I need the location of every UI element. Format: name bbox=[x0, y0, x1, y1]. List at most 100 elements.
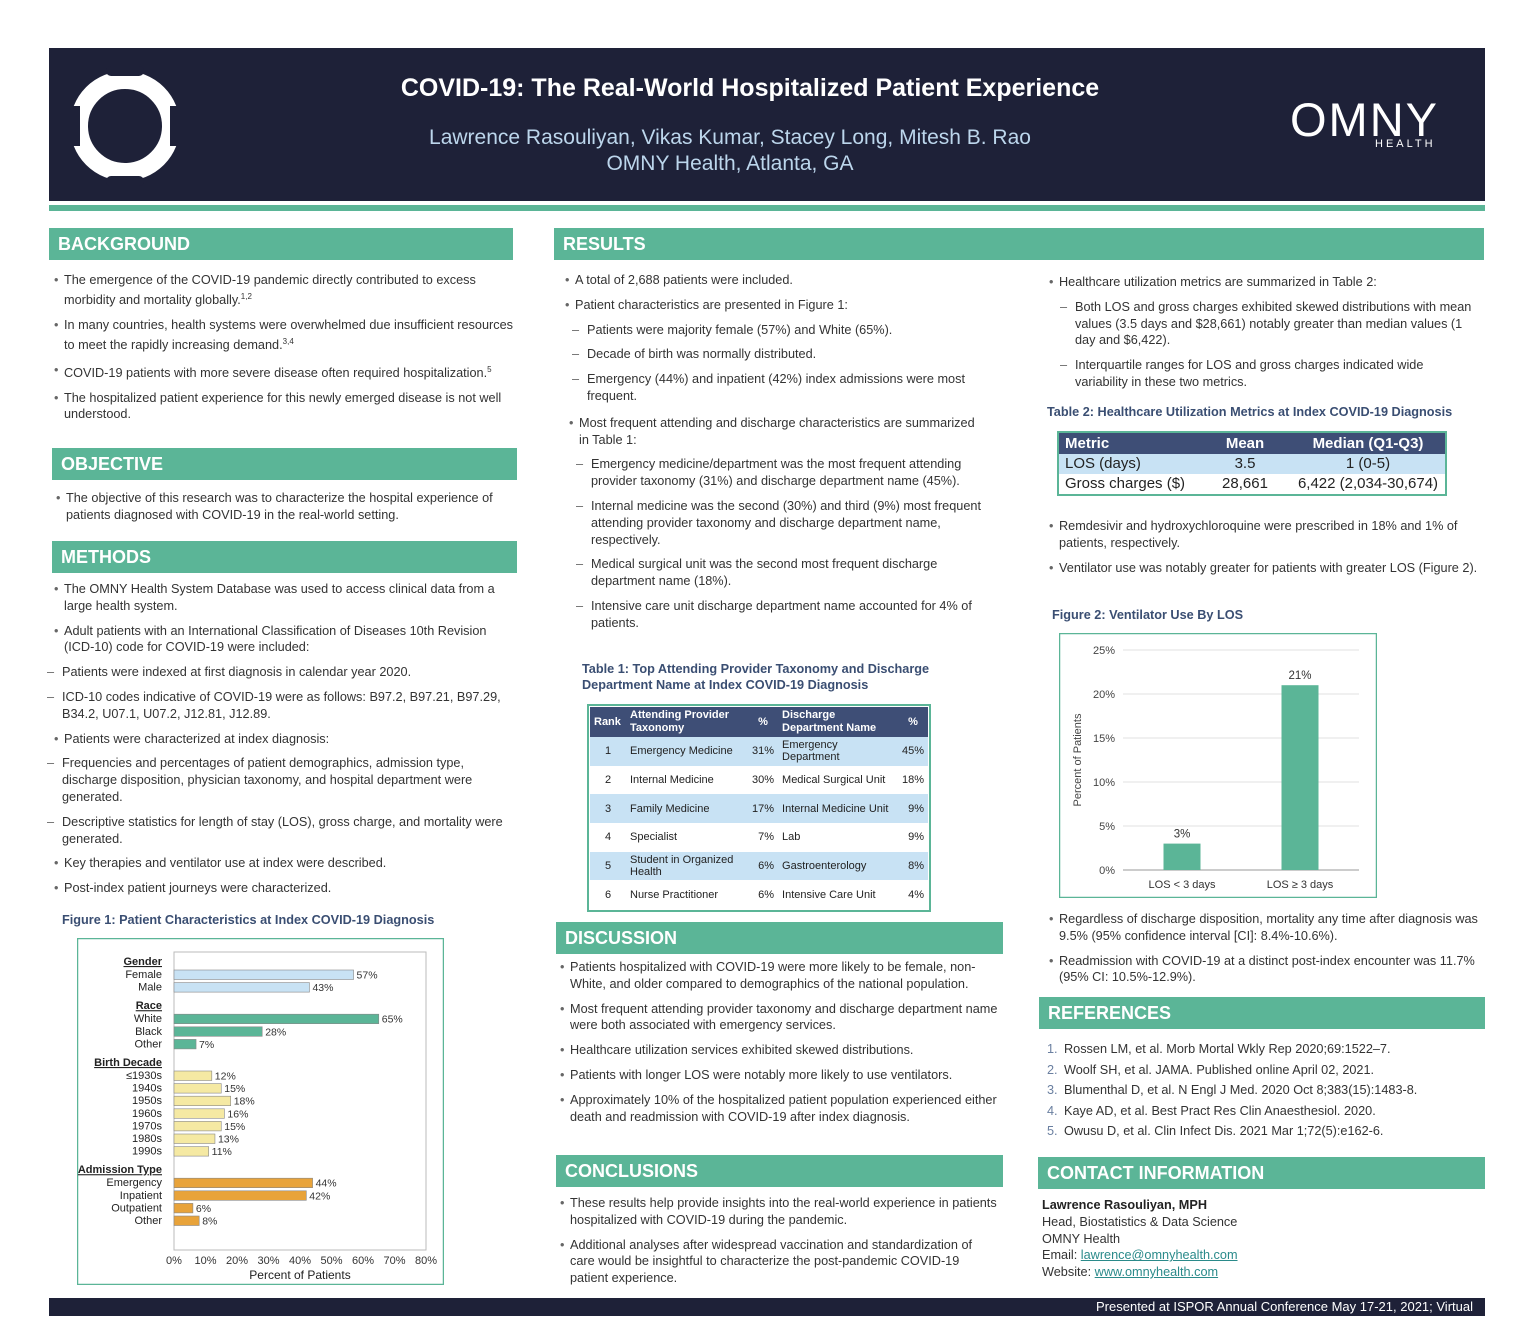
results-item: Readmission with COVID-19 at a distinct … bbox=[1047, 953, 1479, 987]
methods-item: Key therapies and ventilator use at inde… bbox=[52, 855, 517, 872]
table1-row: 6 Nurse Practitioner 6% Intensive Care Unit… bbox=[604, 888, 925, 901]
figure1-bar bbox=[173, 1121, 222, 1132]
table2-header: Mean bbox=[1199, 433, 1291, 454]
figure1-value-label: 12% bbox=[215, 1071, 236, 1083]
figure1-value-label: 18% bbox=[234, 1096, 255, 1108]
figure1-bar bbox=[173, 1108, 225, 1119]
table2-frame: Metric Mean Median (Q1-Q3) LOS (days) 3.5… bbox=[1057, 431, 1447, 496]
results-list-d: Regardless of discharge disposition, mor… bbox=[1047, 911, 1479, 994]
contact-website-row: Website: www.omnyhealth.com bbox=[1042, 1265, 1219, 1280]
figure1-bar bbox=[173, 1146, 209, 1157]
results-item: Ventilator use was notably greater for p… bbox=[1047, 560, 1479, 577]
methods-subitem: Frequencies and percentages of patient d… bbox=[44, 755, 517, 805]
figure1-value-label: 65% bbox=[382, 1014, 403, 1026]
contact-email-row: Email: lawrence@omnyhealth.com bbox=[1042, 1248, 1238, 1263]
figure1-category-label: Female bbox=[125, 969, 162, 981]
table2-row: LOS (days) 3.5 1 (0-5) bbox=[1059, 454, 1445, 474]
figure1-value-label: 57% bbox=[357, 970, 378, 982]
omny-ring-logo-icon bbox=[68, 64, 182, 193]
figure1-category-label: 1950s bbox=[132, 1095, 162, 1107]
results-item: Most frequent attending and discharge ch… bbox=[567, 415, 988, 449]
table2-row: Gross charges ($) 28,661 6,422 (2,034-30,6… bbox=[1065, 475, 1439, 492]
figure1-group-label: Gender bbox=[123, 956, 162, 968]
table1-row: 3 Family Medicine 17% Internal Medicine Uni… bbox=[590, 794, 929, 824]
figure1-x-tick: 20% bbox=[226, 1255, 248, 1267]
affiliation: OMNY Health, Atlanta, GA bbox=[606, 152, 854, 175]
figure1-category-label: Inpatient bbox=[120, 1190, 162, 1202]
conclusions-list: These results help provide insights into… bbox=[558, 1195, 998, 1295]
table1-row: 1 Emergency Medicine 31% Emergency Departme… bbox=[590, 737, 929, 766]
figure1-bar bbox=[173, 1133, 216, 1144]
figure1-group-label: Race bbox=[136, 1000, 162, 1012]
table1-row: 5 Student in Organized Health 6% Gastroente… bbox=[590, 851, 929, 881]
results-item: Regardless of discharge disposition, mor… bbox=[1047, 911, 1479, 945]
results-list-c: Remdesivir and hydroxychloroquine were p… bbox=[1047, 518, 1479, 584]
table1-title: Table 1: Top Attending Provider Taxonomy… bbox=[582, 662, 930, 692]
results-subitem: Both LOS and gross charges exhibited ske… bbox=[1057, 299, 1479, 349]
methods-subitem: Descriptive statistics for length of sta… bbox=[44, 814, 517, 848]
background-heading: BACKGROUND bbox=[49, 228, 513, 260]
results-subitem: Patients were majority female (57%) and … bbox=[569, 322, 988, 339]
omny-logo-text: OMNY bbox=[1290, 93, 1439, 146]
figure1-bar bbox=[173, 982, 310, 993]
table2-header: Median (Q1-Q3) bbox=[1291, 433, 1445, 454]
poster-title: COVID-19: The Real-World Hospitalized Pa… bbox=[400, 74, 1100, 102]
figure1-category-label: Outpatient bbox=[111, 1202, 162, 1214]
methods-item: Post-index patient journeys were charact… bbox=[52, 880, 517, 897]
table1-frame: Rank Attending Provider Taxonomy % Disch… bbox=[587, 704, 932, 913]
contact-heading: CONTACT INFORMATION bbox=[1038, 1157, 1485, 1189]
figure1-category-label: 1990s bbox=[132, 1146, 162, 1158]
figure1-category-label: 1940s bbox=[132, 1083, 162, 1095]
results-col-b: Healthcare utilization metrics are summa… bbox=[1047, 274, 1479, 399]
reference-item: 4. Kaye AD, et al. Best Pract Res Clin An… bbox=[1047, 1103, 1376, 1118]
email-link[interactable]: lawrence@omnyhealth.com bbox=[1080, 1248, 1238, 1263]
figure2-x-tick: LOS ≥ 3 days bbox=[1267, 879, 1334, 891]
figure1-bar bbox=[173, 1013, 380, 1024]
methods-subitem: ICD-10 codes indicative of COVID-19 were… bbox=[44, 689, 517, 723]
figure1-value-label: 7% bbox=[199, 1039, 214, 1051]
figure1-x-tick: 0% bbox=[166, 1255, 182, 1267]
figure2-y-tick: 0% bbox=[1099, 865, 1115, 877]
figure1-value-label: 43% bbox=[312, 982, 333, 994]
results-subitem: Decade of birth was normally distributed… bbox=[569, 346, 988, 363]
figure1-bar bbox=[173, 1095, 232, 1106]
reference-item: 1. Rossen LM, et al. Morb Mortal Wkly Rep… bbox=[1047, 1042, 1391, 1056]
methods-item: Adult patients with an International Cla… bbox=[52, 623, 517, 657]
table2-header: Metric bbox=[1059, 433, 1199, 454]
figure1-value-label: 44% bbox=[316, 1178, 337, 1190]
discussion-list: Patients hospitalized with COVID-19 were… bbox=[558, 959, 998, 1155]
discussion-item: Patients hospitalized with COVID-19 were… bbox=[558, 959, 998, 993]
methods-item: The OMNY Health System Database was used… bbox=[52, 581, 517, 615]
figure1-value-label: 8% bbox=[202, 1216, 217, 1228]
figure1-value-label: 16% bbox=[227, 1108, 248, 1120]
results-subitem: Interquartile ranges for LOS and gross c… bbox=[1057, 357, 1479, 391]
contact-name: Lawrence Rasouliyan, MPH bbox=[1042, 1198, 1207, 1212]
objective-text: The objective of this research was to ch… bbox=[54, 490, 517, 524]
figure1-x-tick: 40% bbox=[289, 1255, 311, 1267]
figure1-category-label: 1970s bbox=[132, 1120, 162, 1132]
table1-header: Rank bbox=[590, 707, 626, 737]
figure1-category-label: Other bbox=[134, 1038, 162, 1050]
figure1-bar bbox=[173, 1039, 197, 1050]
figure2-value-label: 3% bbox=[1174, 829, 1191, 841]
discussion-heading: DISCUSSION bbox=[556, 922, 1003, 954]
conclusions-heading: CONCLUSIONS bbox=[556, 1155, 1003, 1187]
figure1-x-tick: 80% bbox=[415, 1255, 437, 1267]
figure2-bar bbox=[1163, 843, 1201, 870]
figure1-category-label: ≤1930s bbox=[126, 1070, 163, 1082]
table2-title: Table 2: Healthcare Utilization Metrics … bbox=[1047, 405, 1453, 419]
reference-item: 2. Woolf SH, et al. JAMA. Published onlin… bbox=[1047, 1062, 1375, 1077]
figure2-y-label: Percent of Patients bbox=[1072, 713, 1084, 806]
figure1-value-label: 42% bbox=[309, 1190, 330, 1202]
background-item: In many countries, health systems were o… bbox=[52, 317, 517, 354]
authors: Lawrence Rasouliyan, Vikas Kumar, Stacey… bbox=[429, 126, 1031, 149]
figure1-x-tick: 30% bbox=[257, 1255, 279, 1267]
figure1-value-label: 11% bbox=[212, 1146, 232, 1158]
table2: Metric Mean Median (Q1-Q3) LOS (days) 3.5… bbox=[1059, 433, 1445, 494]
figure2-y-tick: 25% bbox=[1093, 645, 1115, 657]
website-link[interactable]: www.omnyhealth.com bbox=[1094, 1265, 1219, 1280]
figure1-title: Figure 1: Patient Characteristics at Ind… bbox=[62, 913, 435, 927]
figure2-y-tick: 10% bbox=[1093, 777, 1115, 789]
table1-row: 2 Internal Medicine 30% Medical Surgical Un… bbox=[604, 774, 925, 787]
results-subitem: Emergency (44%) and inpatient (42%) inde… bbox=[569, 371, 988, 405]
